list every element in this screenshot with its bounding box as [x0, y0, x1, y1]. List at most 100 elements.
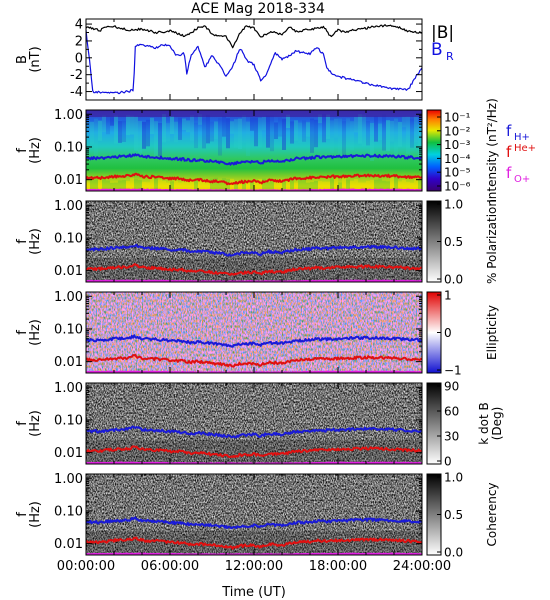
y-axis-label: f(Hz): [15, 410, 43, 437]
y-tick-label: 0.10: [54, 140, 83, 155]
x-tick-label: 06:00:00: [141, 559, 199, 574]
y-axis-label: f(Hz): [15, 319, 43, 346]
fh-plus-line: [86, 334, 422, 348]
colorbar-tick-label: 10⁻⁴: [444, 152, 471, 166]
fhe-plus-line: [86, 353, 422, 368]
x-tick-label: 00:00:00: [57, 559, 115, 574]
x-tick-label: 24:00:00: [393, 559, 451, 574]
br-series-line: [86, 29, 422, 95]
y-tick-label: 0.01: [54, 264, 83, 279]
y-tick-label: 1.00: [54, 108, 83, 123]
ellipticity-spectrogram: [86, 292, 422, 373]
x-axis-title: Time (UT): [221, 585, 286, 600]
intensity-spectrogram: [86, 110, 422, 191]
colorbar-tick-label: 0: [444, 326, 452, 340]
colorbar-title-text: Coherency: [485, 482, 499, 546]
x-tick-label: 12:00:00: [225, 559, 283, 574]
colorbar-tick-label: −1: [444, 364, 462, 378]
colorbar-title: Ellipticity: [485, 305, 499, 360]
br-legend-sub: R: [446, 50, 454, 63]
colorbar-tick-label: 10⁻²: [444, 124, 471, 138]
y-axis-label: f(Hz): [15, 228, 43, 255]
y-tick-label: 1.00: [54, 290, 83, 305]
fh-plus-line: [86, 243, 422, 257]
y-axis-label-line: (Hz): [28, 501, 43, 528]
colorbar-title-line: k dot B: [477, 402, 491, 444]
y-axis-label: B(nT): [15, 46, 43, 72]
bmag-series-line: [86, 24, 422, 49]
freq-legend-sub: O+: [514, 174, 530, 185]
y-axis-label: f(Hz): [15, 501, 43, 528]
fh-plus-line: [86, 516, 422, 530]
colorbar-tick-label: 0.0: [444, 546, 463, 560]
colorbar-title: k dot B (Deg): [477, 402, 504, 444]
colorbar-tick-label: 60: [444, 405, 459, 419]
colorbar-tick-label: 90: [444, 380, 459, 394]
colorbar-tick-label: 0: [444, 455, 452, 469]
y-axis-label-line: (Hz): [28, 319, 43, 346]
y-tick-label: 0.10: [54, 322, 83, 337]
y-axis-label-line: f: [15, 421, 30, 426]
colorbar-title-text: Intensity (nT²/Hz): [485, 98, 499, 203]
colorbar-title-text: % Polarization: [485, 199, 499, 284]
y-tick-label: 0.01: [54, 537, 83, 552]
colorbar-tick-label: 10⁻⁶: [444, 180, 471, 194]
colorbar-title: Coherency: [485, 482, 499, 546]
y-tick-label: 0.10: [54, 504, 83, 519]
colorbar-title: % Polarization: [485, 199, 499, 284]
field-lines: [86, 24, 422, 95]
y-axis-label-line: f: [15, 148, 30, 153]
colorbar-title-line: (Deg): [490, 407, 504, 441]
y-tick-label: 0.01: [54, 173, 83, 188]
colorbar-tick-label: 0.5: [444, 235, 463, 249]
freq-legend-sub: H+: [514, 132, 530, 143]
colorbar-tick-label: 1.0: [444, 471, 463, 485]
freq-legend-1: f: [506, 122, 512, 140]
fhe-plus-line: [86, 172, 422, 186]
kdotb-spectrogram: [86, 383, 422, 464]
colorbar: [426, 382, 442, 465]
colorbar-tick-label: 0.0: [444, 273, 463, 287]
y-axis-label-line: f: [15, 512, 30, 517]
y-axis-label-line: (nT): [28, 46, 43, 72]
y-axis-label-line: (Hz): [28, 410, 43, 437]
y-tick-label: 1.00: [54, 381, 83, 396]
colorbar-tick-label: 10⁻³: [444, 138, 471, 152]
y-axis-label-line: f: [15, 239, 30, 244]
y-tick-label: 2: [75, 34, 83, 49]
x-tick-label: 18:00:00: [309, 559, 367, 574]
fhe-plus-line: [86, 445, 422, 459]
colorbar-tick-label: 30: [444, 430, 459, 444]
colorbar-tick-label: 10⁻¹: [444, 111, 471, 125]
y-axis-label-line: f: [15, 330, 30, 335]
y-tick-label: 4: [75, 18, 83, 33]
colorbar-title: Intensity (nT²/Hz): [485, 98, 499, 203]
y-tick-label: 0.10: [54, 413, 83, 428]
fh-plus-line: [86, 425, 422, 439]
colorbar-tick-label: 0.5: [444, 508, 463, 522]
coherency-spectrogram: [86, 474, 422, 555]
br-legend: B: [431, 40, 443, 60]
colorbar: [426, 109, 442, 192]
y-tick-label: 0.01: [54, 446, 83, 461]
freq-legend-sub: He+: [514, 143, 536, 154]
fhe-plus-line: [86, 536, 422, 550]
y-tick-label: 0.01: [54, 355, 83, 370]
y-axis-label-line: (Hz): [28, 228, 43, 255]
fh-plus-line: [86, 153, 422, 166]
y-tick-label: -4: [70, 85, 83, 100]
y-axis-label-line: B: [15, 55, 30, 64]
y-tick-label: -2: [70, 68, 83, 83]
field-panel-background: [86, 19, 422, 100]
chart-title: ACE Mag 2018-334: [191, 1, 325, 17]
y-tick-label: 0.10: [54, 231, 83, 246]
colorbar-tick-label: 1.0: [444, 198, 463, 212]
y-tick-label: 0: [75, 51, 83, 66]
polarization-spectrogram: [86, 201, 422, 282]
y-axis-label-line: (Hz): [28, 137, 43, 164]
freq-legend-3: f: [506, 164, 512, 182]
y-tick-label: 1.00: [54, 472, 83, 487]
y-axis-label: f(Hz): [15, 137, 43, 164]
freq-legend-2: f: [506, 143, 512, 161]
bmag-legend: |B|: [431, 23, 454, 43]
